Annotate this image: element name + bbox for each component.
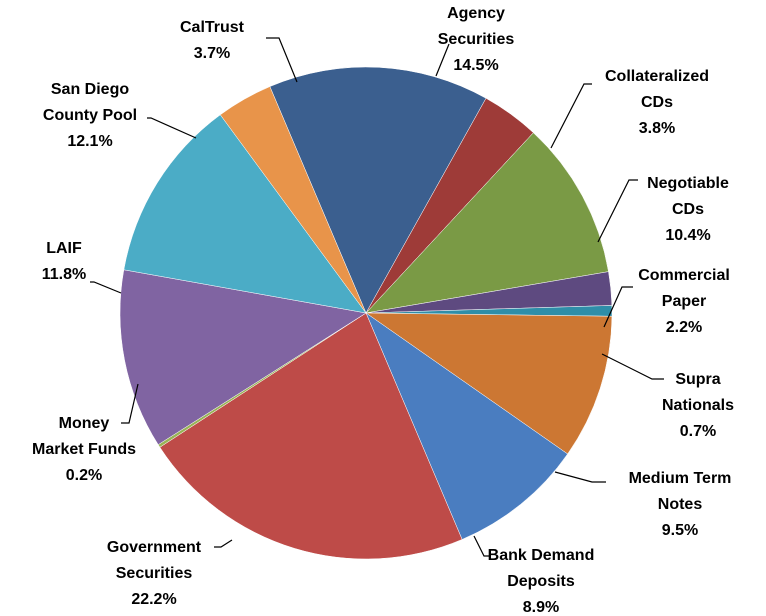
leader-line xyxy=(147,117,197,139)
leader-line xyxy=(473,535,490,557)
pie-slice-medium-term-notes xyxy=(365,312,613,455)
slice-name-line: CDs xyxy=(672,201,704,218)
slice-percent: 2.2% xyxy=(666,319,702,336)
slice-percent: 12.1% xyxy=(67,133,112,150)
slice-name-line: Agency xyxy=(447,5,505,22)
slice-label: Collateralized CDs 3.8% xyxy=(605,68,709,137)
slice-name-line: Negotiable xyxy=(647,175,729,192)
slice-percent: 14.5% xyxy=(453,57,498,74)
pie-slices xyxy=(119,66,613,560)
slice-name-line: San Diego xyxy=(51,81,129,98)
slice-percent: 9.5% xyxy=(662,522,698,539)
slice-percent: 0.7% xyxy=(680,423,716,440)
slice-label: Government Securities 22.2% xyxy=(107,539,202,608)
slice-label: LAIF 11.8% xyxy=(42,240,86,283)
slice-name-line: CDs xyxy=(641,94,673,111)
leader-line xyxy=(435,43,450,77)
leader-line xyxy=(597,179,638,243)
leader-lines xyxy=(90,37,664,557)
slice-percent: 22.2% xyxy=(131,591,176,608)
slice-label: Medium Term Notes 9.5% xyxy=(629,470,732,539)
leader-line xyxy=(603,286,633,328)
slice-label: Agency Securities 14.5% xyxy=(438,5,515,74)
slice-name-line: Collateralized xyxy=(605,68,709,85)
slice-labels: Agency Securities 14.5% Collateralized CDs 3.… xyxy=(32,5,734,616)
slice-name-line: Money xyxy=(59,415,110,432)
slice-name-line: LAIF xyxy=(46,240,82,257)
slice-name-line: CalTrust xyxy=(180,19,245,36)
slice-name-line: Paper xyxy=(662,293,706,310)
slice-label: Commercial Paper 2.2% xyxy=(638,267,730,336)
slice-name-line: County Pool xyxy=(43,107,137,124)
pie-slice-san-diego-county-pool xyxy=(123,114,367,314)
slice-percent: 11.8% xyxy=(42,266,86,283)
slice-percent: 10.4% xyxy=(665,227,710,244)
slice-percent: 3.7% xyxy=(194,45,230,62)
leader-line xyxy=(90,281,122,294)
slice-name-line: Medium Term xyxy=(629,470,732,487)
pie-slice-government-securities xyxy=(159,312,463,560)
slice-name-line: Market Funds xyxy=(32,441,136,458)
pie-slice-agency-securities xyxy=(269,66,487,314)
leader-line xyxy=(121,383,139,424)
slice-label: CalTrust 3.7% xyxy=(180,19,245,62)
slice-name-line: Deposits xyxy=(507,573,575,590)
leader-line xyxy=(214,539,233,548)
slice-label: Supra Nationals 0.7% xyxy=(662,371,734,440)
slice-name-line: Bank Demand xyxy=(488,547,595,564)
slice-label: San Diego County Pool 12.1% xyxy=(43,81,137,150)
slice-name-line: Nationals xyxy=(662,397,734,414)
slice-name-line: Supra xyxy=(675,371,720,388)
leader-line xyxy=(601,353,664,380)
pie-slice-bank-demand-deposits xyxy=(365,312,568,540)
pie-slice-caltrust xyxy=(219,86,367,314)
slice-name-line: Securities xyxy=(116,565,193,582)
leader-line xyxy=(266,37,298,83)
slice-name-line: Commercial xyxy=(638,267,730,284)
leader-line xyxy=(554,471,606,483)
slice-percent: 0.2% xyxy=(66,467,102,484)
slice-percent: 8.9% xyxy=(523,599,559,616)
leader-line xyxy=(550,83,592,149)
slice-name-line: Notes xyxy=(658,496,703,513)
pie-slice-laif xyxy=(119,269,367,446)
pie-slice-negotiable-cds xyxy=(365,132,609,314)
slice-label: Negotiable CDs 10.4% xyxy=(647,175,729,244)
slice-name-line: Securities xyxy=(438,31,515,48)
slice-percent: 3.8% xyxy=(639,120,675,137)
slice-name-line: Government xyxy=(107,539,202,556)
slice-label: Money Market Funds 0.2% xyxy=(32,415,136,484)
slice-label: Bank Demand Deposits 8.9% xyxy=(488,547,595,616)
